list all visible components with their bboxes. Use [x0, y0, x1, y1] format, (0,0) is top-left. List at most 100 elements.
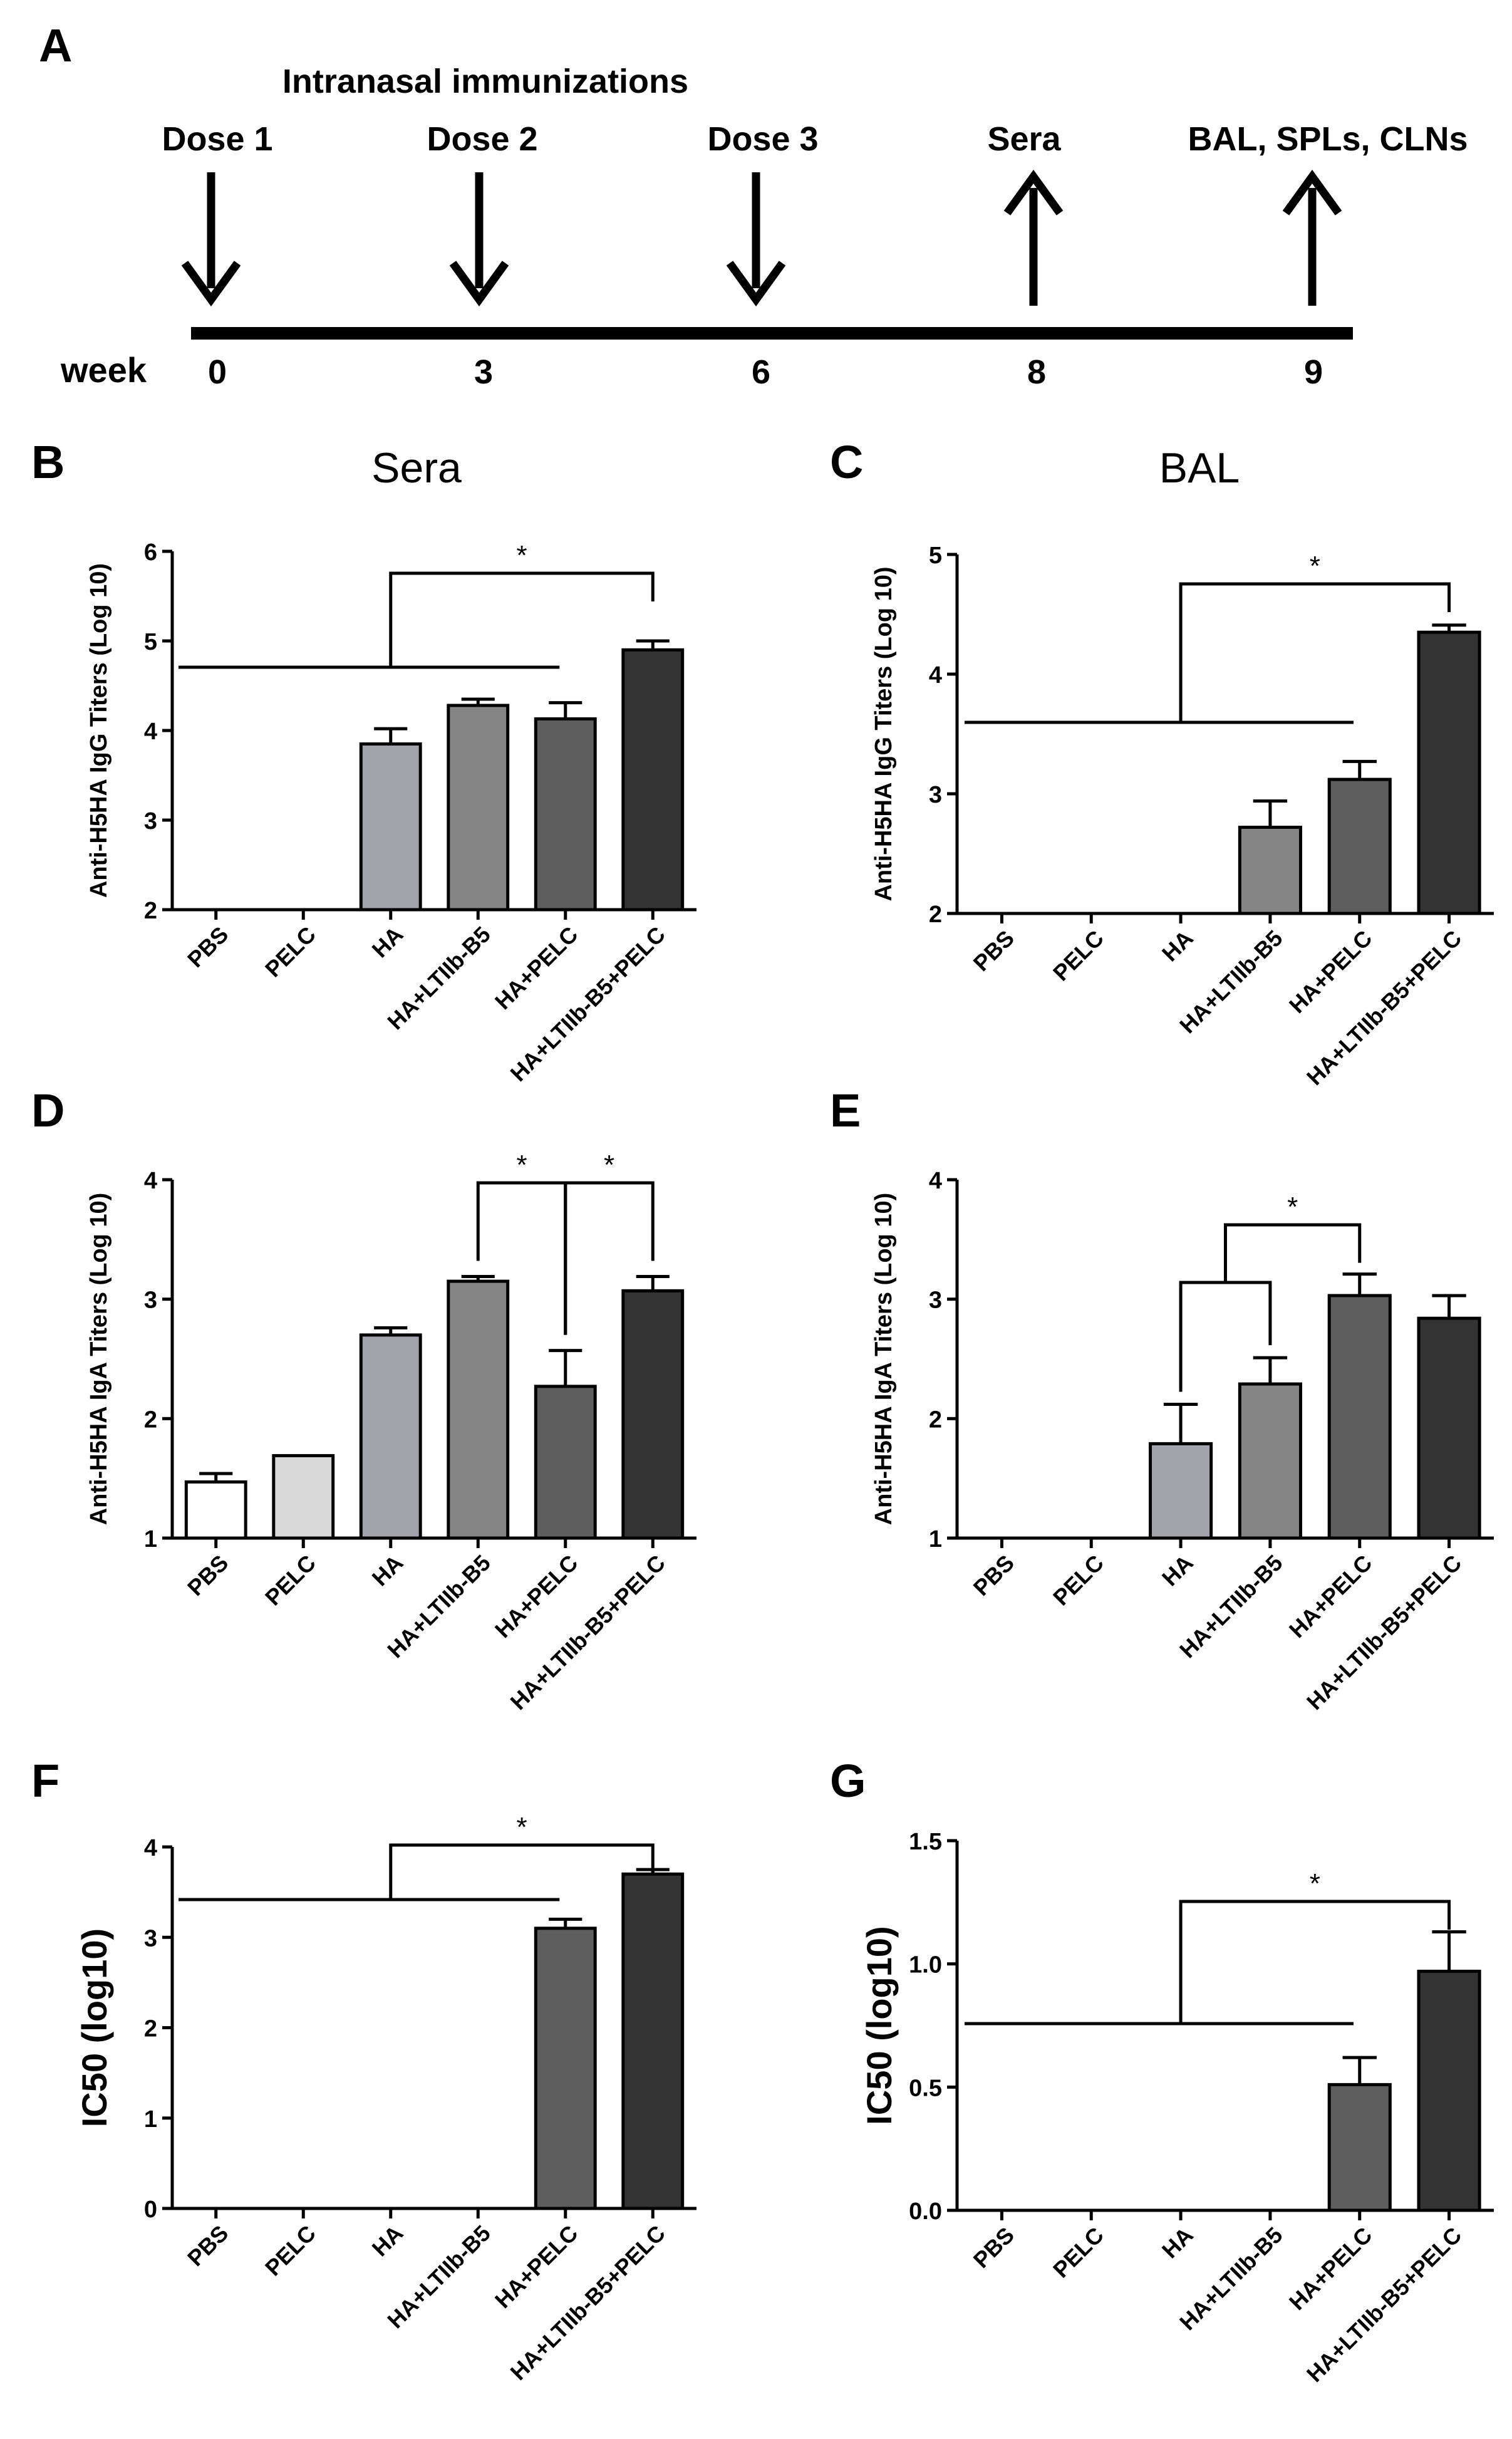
chart-title-b: Sera — [371, 444, 462, 492]
y-tick-label: 1.0 — [909, 1952, 942, 1979]
y-tick-label: 5 — [929, 543, 942, 569]
x-tick-label: HA+PELC — [490, 2220, 583, 2314]
y-axis-label: Anti-H5HA IgA Titers (Log 10) — [86, 1193, 112, 1526]
panel-label-d: D — [31, 1084, 65, 1136]
x-tick-label: PBS — [182, 922, 233, 972]
y-tick-label: 3 — [144, 1287, 157, 1314]
significance-star: * — [1310, 1868, 1320, 1899]
x-tick-label: HA — [1157, 1550, 1198, 1591]
x-tick-label: PELC — [260, 2220, 321, 2281]
bar-ha — [359, 742, 422, 912]
timeline-event-sera: Sera 8 — [987, 120, 1064, 391]
x-tick-label: HA+PELC — [490, 922, 583, 1015]
event-label: Dose 2 — [427, 120, 537, 158]
x-tick-label: PELC — [1048, 2222, 1109, 2283]
event-label: Dose 3 — [707, 120, 818, 158]
y-tick-label: 0.5 — [909, 2075, 942, 2101]
bar-ha-ltiib-b5 — [1238, 825, 1302, 915]
y-tick-label: 2 — [144, 898, 157, 924]
bar-ha-pelc — [1327, 1294, 1392, 1540]
x-tick-label: HA+PELC — [1284, 925, 1377, 1019]
x-tick-label: HA+PELC — [490, 1550, 583, 1643]
chart-d: 1 2 3 4 Anti-H5HA IgA Titers (Log 10) PBS PELC… — [86, 1150, 696, 1715]
timeline-axis-label: week — [60, 350, 147, 390]
timeline-header: Intranasal immunizations — [282, 63, 688, 100]
y-tick-label: 1 — [144, 1526, 157, 1552]
chart-g: 0.0 0.5 1.0 1.5 IC50 (log10) PBS PELC HA HA+LTII… — [859, 1829, 1494, 2387]
x-tick-label: PBS — [182, 1550, 233, 1601]
panel-label-a: A — [39, 19, 73, 71]
y-tick-label: 1 — [929, 1526, 942, 1552]
panel-label-c: C — [830, 436, 864, 488]
charts-group: 2 3 4 5 6 Anti-H5HA IgG Titers (Log 10) PBS PEL… — [75, 539, 1494, 2387]
timeline-event-dose-2: Dose 2 3 — [427, 120, 537, 391]
y-tick-label: 2 — [929, 1407, 942, 1433]
x-tick-label: HA+LTIIb-B5+PELC — [1302, 925, 1466, 1090]
significance-bracket — [1179, 582, 1451, 722]
y-tick-label: 6 — [144, 539, 157, 566]
bar-ha — [1149, 1442, 1213, 1540]
down-arrow-icon — [449, 261, 509, 307]
bar-ha-ltiib-b5 — [447, 704, 510, 912]
x-tick-label: HA+PELC — [1284, 2222, 1377, 2316]
event-week: 0 — [208, 353, 227, 391]
bar-ha — [359, 1333, 422, 1540]
y-tick-label: 4 — [929, 1168, 942, 1194]
y-axis-label: IC50 (log10) — [859, 1926, 899, 2124]
x-tick-label: HA — [1157, 2222, 1198, 2264]
y-tick-label: 2 — [144, 1407, 157, 1433]
event-label: Dose 1 — [162, 120, 272, 158]
down-arrow-icon — [181, 261, 241, 307]
y-tick-label: 3 — [929, 782, 942, 808]
y-axis-label: Anti-H5HA IgA Titers (Log 10) — [871, 1193, 897, 1526]
y-tick-label: 3 — [144, 1925, 157, 1952]
bar-ha-ltiib-b5-pelc — [1417, 1969, 1481, 2212]
event-label: Sera — [987, 120, 1061, 158]
significance-bracket — [564, 1181, 655, 1335]
x-tick-label: PELC — [260, 1550, 321, 1611]
bar-ha-ltiib-b5 — [447, 1279, 510, 1540]
y-tick-label: 3 — [929, 1287, 942, 1314]
bar-ha-ltiib-b5-pelc — [621, 1289, 685, 1540]
significance-bracket — [1179, 1900, 1451, 2024]
y-tick-label: 0.0 — [909, 2198, 942, 2225]
bar-ha-pelc — [1327, 777, 1392, 915]
significance-bracket-outer — [1224, 1223, 1362, 1282]
bar-pelc — [272, 1454, 335, 1540]
significance-star: * — [1310, 551, 1320, 581]
y-tick-label: 5 — [144, 629, 157, 655]
y-tick-label: 2 — [929, 902, 942, 928]
significance-star: * — [604, 1150, 614, 1180]
bar-ha-ltiib-b5-pelc — [621, 1872, 685, 2210]
x-tick-label: HA+LTIIb-B5+PELC — [505, 2220, 670, 2385]
y-tick-label: 4 — [144, 1835, 157, 1861]
x-tick-label: HA — [367, 1550, 408, 1591]
y-tick-label: 0 — [144, 2197, 157, 2223]
y-tick-label: 4 — [144, 719, 157, 745]
timeline-event-dose-3: Dose 3 6 — [707, 120, 818, 391]
y-tick-label: 1 — [144, 2106, 157, 2133]
y-tick-label: 4 — [929, 662, 942, 689]
x-tick-label: PBS — [968, 2222, 1019, 2273]
bar-ha-ltiib-b5-pelc — [1417, 1316, 1481, 1540]
x-tick-label: HA+LTIIb-B5+PELC — [505, 922, 670, 1086]
x-tick-label: HA — [367, 2220, 408, 2262]
y-axis-label: Anti-H5HA IgG Titers (Log 10) — [871, 566, 897, 901]
chart-title-c: BAL — [1159, 444, 1240, 492]
bar-ha-ltiib-b5-pelc — [1417, 630, 1481, 915]
event-week: 6 — [752, 353, 770, 391]
chart-b: 2 3 4 5 6 Anti-H5HA IgG Titers (Log 10) PBS PEL… — [86, 539, 696, 1086]
event-week: 9 — [1304, 353, 1323, 391]
bar-ha-pelc — [534, 717, 597, 912]
bar-pbs — [184, 1480, 247, 1540]
event-week: 8 — [1027, 353, 1046, 391]
significance-bracket — [389, 1843, 655, 1900]
y-tick-label: 1.5 — [909, 1829, 942, 1855]
x-tick-label: HA — [1157, 925, 1198, 967]
significance-bracket — [389, 571, 655, 667]
significance-star: * — [516, 1150, 527, 1180]
x-tick-label: PELC — [260, 922, 321, 982]
chart-e: 1 2 3 4 Anti-H5HA IgA Titers (Log 10) PBS PELC… — [871, 1168, 1494, 1715]
x-tick-label: PBS — [182, 2220, 233, 2271]
